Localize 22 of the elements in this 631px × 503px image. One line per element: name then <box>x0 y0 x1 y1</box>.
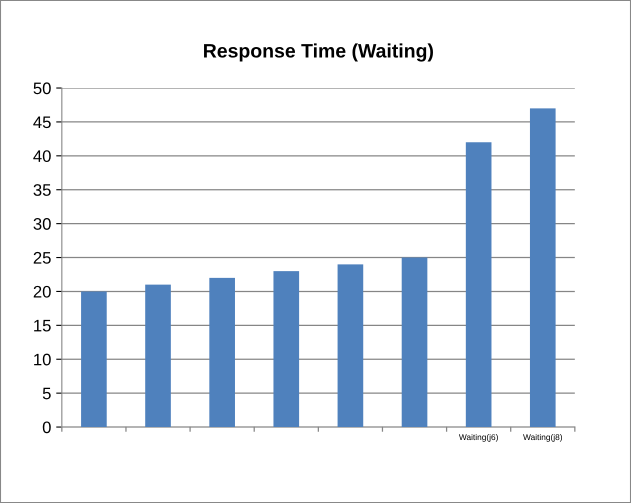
y-tick-label: 10 <box>34 354 51 366</box>
bar <box>338 264 364 428</box>
bar <box>145 284 171 428</box>
y-tick-label: 45 <box>33 116 51 128</box>
bar <box>209 278 235 428</box>
bar <box>81 291 107 428</box>
y-tick-label: 25 <box>34 252 51 264</box>
bar <box>530 108 556 428</box>
y-tick-label: 35 <box>34 184 51 196</box>
y-tick-label: 0 <box>42 421 51 434</box>
bar <box>402 258 428 428</box>
x-tick-label: Waiting(j6) <box>458 434 498 442</box>
y-tick-label: 15 <box>34 320 51 332</box>
y-tick-label: 20 <box>34 286 51 298</box>
y-tick-label: 40 <box>33 150 51 162</box>
chart-title: Response Time (Waiting) <box>204 43 433 62</box>
x-tick-label: Waiting(j8) <box>523 434 562 442</box>
bar <box>466 142 492 428</box>
bar <box>273 271 300 428</box>
y-tick-label: 30 <box>34 218 51 230</box>
y-tick-label: 50 <box>34 82 51 94</box>
y-tick-label: 5 <box>42 388 51 400</box>
